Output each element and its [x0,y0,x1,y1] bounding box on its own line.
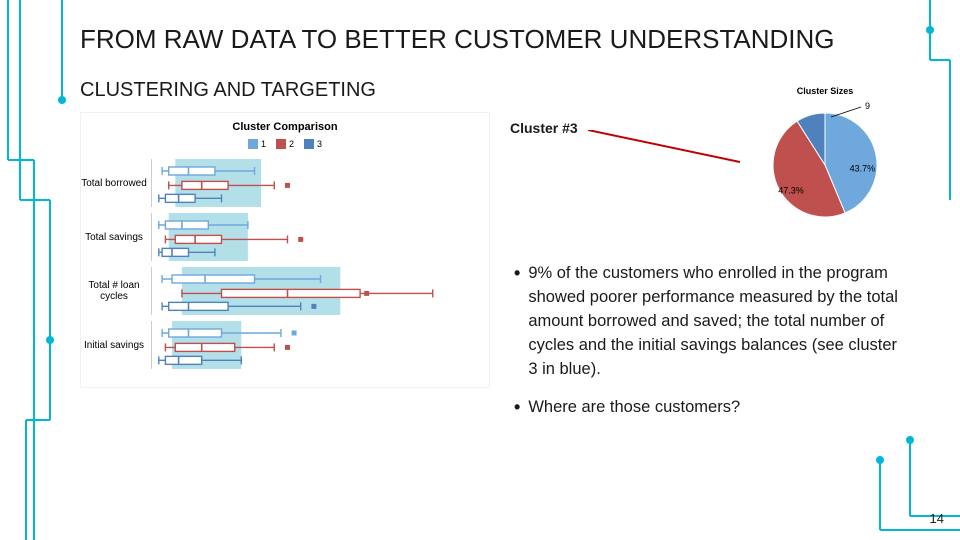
callout-line [588,130,740,170]
comparison-title: Cluster Comparison [81,121,489,133]
row-label: Initial savings [81,321,151,369]
legend-item: 3 [304,139,322,149]
comparison-row: Total borrowed [81,159,489,207]
row-label: Total savings [81,213,151,261]
svg-text:47.3%: 47.3% [778,186,804,196]
svg-text:43.7%: 43.7% [850,164,876,174]
legend-item: 1 [248,139,266,149]
comparison-row: Initial savings [81,321,489,369]
pie-title: Cluster Sizes [720,86,930,96]
cluster-label: Cluster #3 [510,120,578,136]
bullet-item: •9% of the customers who enrolled in the… [514,262,900,382]
legend-item: 2 [276,139,294,149]
cluster-comparison-chart: Cluster Comparison 123 Total borrowed Tot… [80,112,490,434]
comparison-row: Total savings [81,213,489,261]
row-label: Total borrowed [81,159,151,207]
comparison-legend: 123 [81,139,489,149]
row-label: Total # loan cycles [81,267,151,315]
pie-chart: Cluster Sizes 43.7% 47.3% 9 [720,86,930,235]
main-title: FROM RAW DATA TO BETTER CUSTOMER UNDERST… [80,24,900,55]
page-number: 14 [930,511,944,526]
comparison-row: Total # loan cycles [81,267,489,315]
bullet-list: •9% of the customers who enrolled in the… [510,262,900,420]
bullet-item: •Where are those customers? [514,396,900,420]
svg-text:9: 9 [865,101,870,111]
